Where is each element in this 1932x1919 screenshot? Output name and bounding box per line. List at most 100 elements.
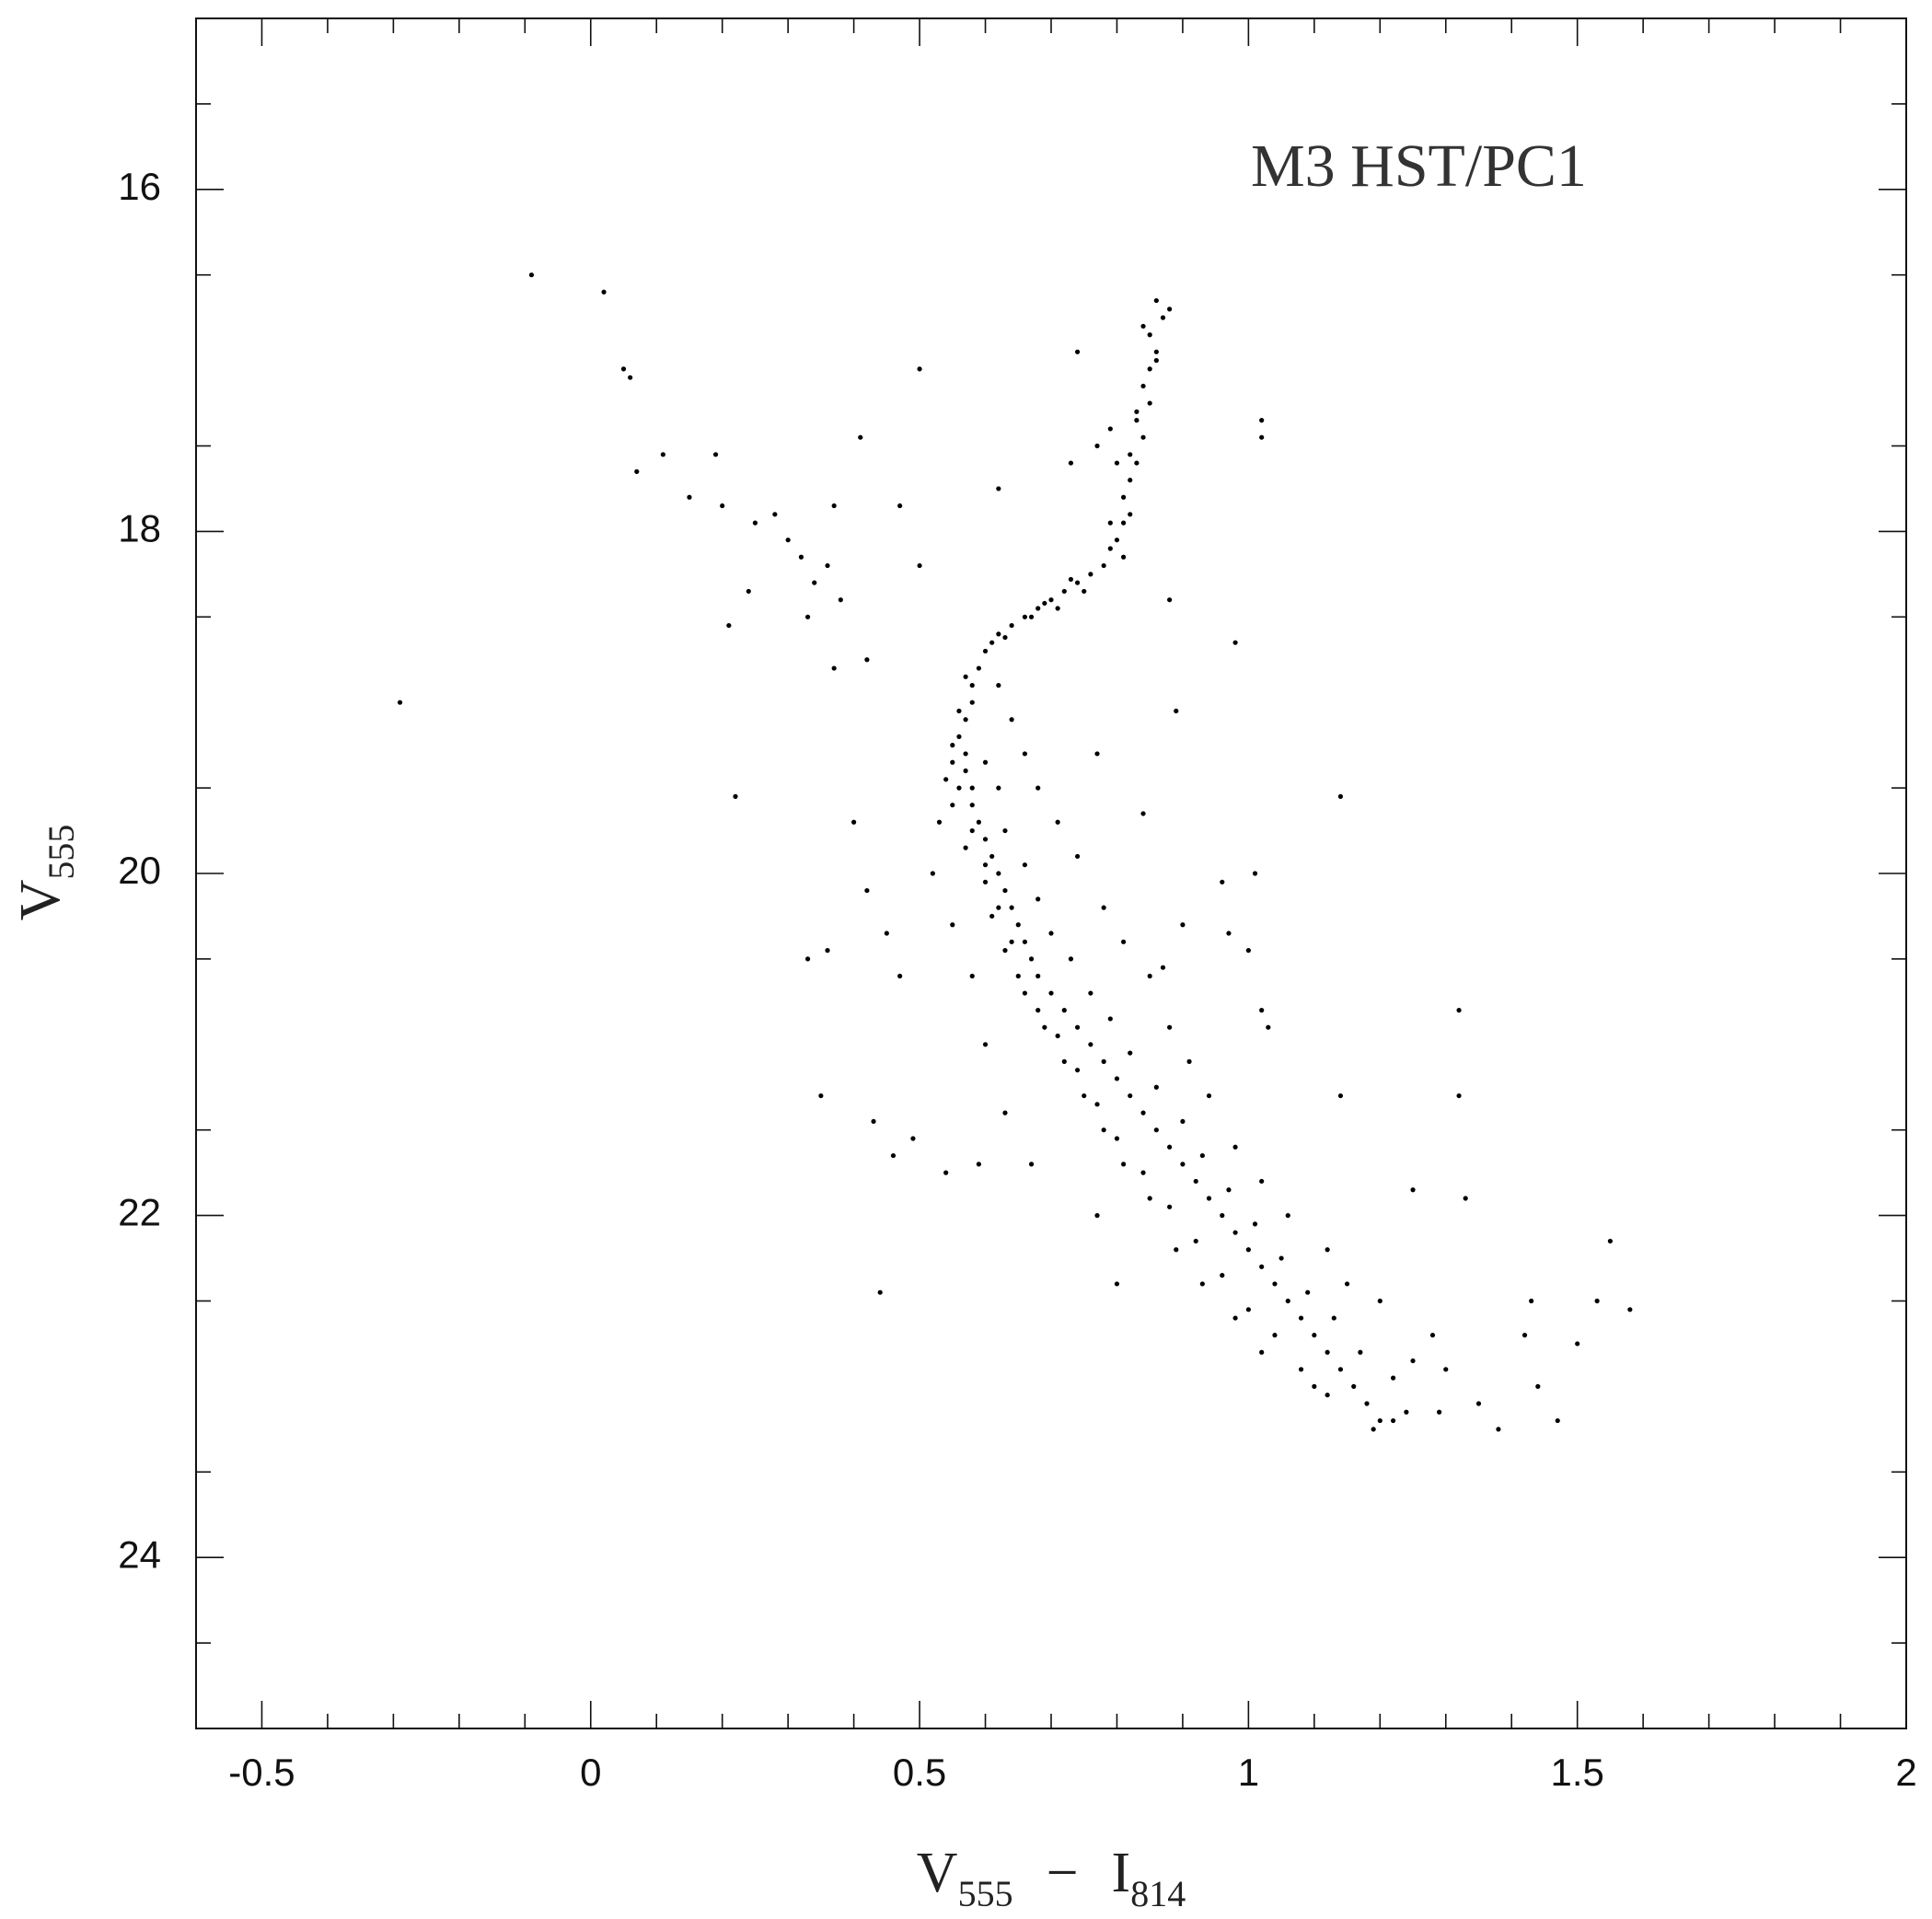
star-point <box>1048 597 1054 603</box>
star-point <box>963 768 968 774</box>
star-point <box>1272 1333 1278 1338</box>
star-point <box>1101 1058 1106 1064</box>
star-point <box>1456 1008 1462 1013</box>
star-point <box>1082 1092 1087 1099</box>
star-point <box>1035 973 1041 979</box>
star-point <box>1042 1024 1047 1030</box>
star-point <box>1575 1341 1580 1347</box>
star-point <box>1220 879 1225 884</box>
star-point <box>1627 1307 1633 1312</box>
star-point <box>1285 1213 1290 1219</box>
x-tick-label: 0 <box>580 1751 601 1794</box>
star-point <box>1555 1417 1560 1424</box>
star-point <box>1404 1409 1409 1415</box>
star-point <box>804 614 811 619</box>
star-point <box>1245 1307 1251 1312</box>
star-point <box>1298 1315 1304 1321</box>
star-point <box>930 871 935 876</box>
star-point <box>1107 520 1113 526</box>
star-point <box>1475 1401 1482 1406</box>
star-point <box>1206 1092 1212 1099</box>
star-point <box>1278 1255 1284 1261</box>
y-tick-label: 20 <box>118 849 161 892</box>
star-point <box>851 819 857 825</box>
star-point <box>1009 717 1014 723</box>
star-point <box>1094 1102 1100 1107</box>
star-point <box>989 853 995 860</box>
star-point <box>1114 460 1120 466</box>
star-point <box>936 819 943 825</box>
star-point <box>1298 1367 1304 1372</box>
star-point <box>1074 1024 1081 1030</box>
star-point <box>897 503 903 509</box>
star-point <box>1594 1298 1600 1304</box>
star-point <box>969 785 975 791</box>
star-point <box>1134 418 1140 423</box>
star-point <box>1082 588 1087 595</box>
star-point <box>996 631 1001 637</box>
star-point <box>660 452 665 457</box>
star-point <box>1015 922 1021 928</box>
star-point <box>1252 1221 1258 1227</box>
star-point <box>1028 956 1035 962</box>
star-point <box>969 803 975 808</box>
star-point <box>1002 887 1008 894</box>
star-point <box>1325 1393 1330 1398</box>
star-point <box>1128 512 1133 517</box>
star-point <box>1410 1187 1416 1193</box>
star-point <box>1160 315 1166 320</box>
star-point <box>1147 332 1152 338</box>
star-point <box>1101 905 1106 910</box>
x-label-part: V <box>917 1842 958 1904</box>
star-point <box>1055 606 1060 611</box>
y-label-part: V <box>9 879 72 920</box>
star-point <box>996 683 1001 688</box>
star-point <box>1496 1427 1501 1432</box>
star-point <box>1358 1349 1363 1355</box>
star-point <box>917 366 922 372</box>
star-point <box>1344 1281 1350 1287</box>
star-point <box>1048 931 1054 936</box>
star-point <box>996 905 1001 910</box>
star-point <box>1094 443 1100 449</box>
star-point <box>864 887 870 894</box>
star-point <box>1153 297 1159 304</box>
star-point <box>1252 871 1258 876</box>
star-point <box>890 1152 897 1159</box>
star-point <box>950 743 955 748</box>
star-point <box>1107 426 1113 432</box>
star-point <box>1128 1050 1133 1056</box>
star-point <box>1088 572 1093 577</box>
star-point <box>976 819 981 825</box>
star-point <box>982 648 989 654</box>
star-point <box>1114 1076 1120 1081</box>
star-point <box>1535 1383 1541 1389</box>
star-point <box>1259 418 1265 423</box>
star-point <box>1022 862 1028 868</box>
star-point <box>982 837 989 842</box>
star-point <box>1114 538 1120 543</box>
star-point <box>989 913 995 919</box>
star-point <box>1199 1152 1205 1159</box>
star-point <box>1377 1417 1382 1424</box>
star-point <box>1167 597 1173 603</box>
star-point <box>1035 1008 1041 1013</box>
star-point <box>1074 349 1081 354</box>
star-point <box>1121 554 1127 560</box>
star-point <box>1101 1127 1106 1133</box>
star-point <box>1121 1162 1127 1167</box>
star-point <box>1429 1333 1436 1338</box>
star-point <box>1068 576 1074 583</box>
star-point <box>1061 588 1067 595</box>
star-point <box>1463 1196 1468 1201</box>
star-point <box>1206 1196 1212 1201</box>
star-point <box>963 751 968 757</box>
star-point <box>1094 751 1100 757</box>
star-point <box>720 503 725 509</box>
star-point <box>1180 922 1186 928</box>
star-point <box>1015 973 1021 979</box>
star-point <box>726 622 732 629</box>
y-label-sub: 555 <box>40 825 82 880</box>
star-point <box>1101 562 1106 569</box>
